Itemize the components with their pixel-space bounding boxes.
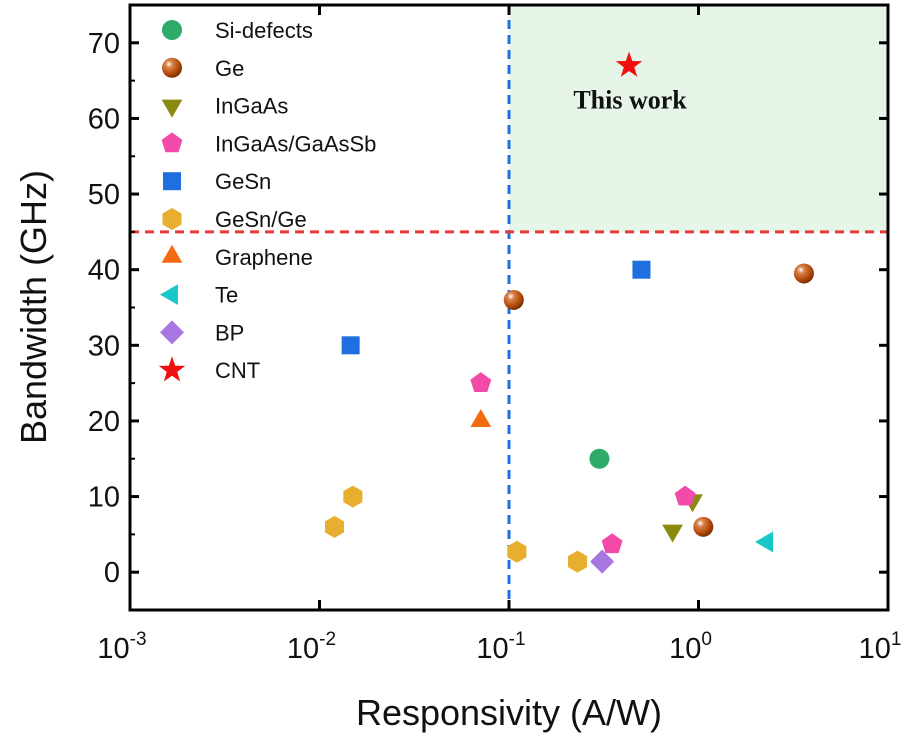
legend-item-gesn-ge: GeSn/Ge <box>162 207 307 232</box>
x-tick-exponent: 0 <box>701 629 712 650</box>
data-point-gesn-1 <box>632 260 651 279</box>
x-tick-base: 10 <box>859 633 891 665</box>
data-point-gesn-ge-1 <box>343 485 363 508</box>
x-tick-base: 10 <box>669 633 701 665</box>
data-point-ingaas-gaassb-1 <box>601 533 623 554</box>
data-point-gesn-ge-0 <box>324 515 345 538</box>
data-point-bp-0 <box>590 549 615 574</box>
data-point-ingaas-gaassb-0 <box>470 372 492 393</box>
x-tick-base: 10 <box>476 633 508 665</box>
data-point-gesn-ge-2 <box>507 540 527 563</box>
data-point-gesn-ge-3 <box>568 550 588 573</box>
legend-marker <box>162 57 182 78</box>
legend-marker <box>161 99 183 118</box>
legend-label: CNT <box>215 358 260 383</box>
y-tick-label: 0 <box>104 557 120 589</box>
x-tick-base: 10 <box>97 633 129 665</box>
legend-marker <box>158 356 186 382</box>
data-point-te-0 <box>755 531 774 553</box>
x-tick-exponent: 1 <box>891 629 902 650</box>
data-point-ingaas-0 <box>662 524 683 543</box>
data-point-graphene-0 <box>470 408 492 427</box>
legend-marker <box>161 132 183 153</box>
legend-item-cnt: CNT <box>158 356 260 383</box>
y-tick-label: 60 <box>88 103 120 135</box>
x-tick-label: 10-3 <box>97 629 146 665</box>
legend-item-ge: Ge <box>162 56 244 81</box>
x-tick-exponent: -2 <box>319 629 336 650</box>
legend-marker <box>162 20 182 40</box>
data-point-gesn-0 <box>341 336 360 355</box>
y-tick-label: 40 <box>88 255 120 287</box>
legend-label: Si-defects <box>215 18 313 43</box>
x-tick-label: 10-2 <box>287 629 336 665</box>
data-point-ge-2 <box>793 263 814 284</box>
data-point-cnt-0 <box>615 51 643 77</box>
y-tick-label: 30 <box>88 330 120 362</box>
legend-label: InGaAs <box>215 94 288 119</box>
data-point-ingaas-gaassb-2 <box>674 485 696 506</box>
x-tick-label: 10-1 <box>476 629 525 665</box>
y-axis-title: Bandwidth (GHz) <box>13 170 54 444</box>
legend-marker <box>163 172 181 191</box>
x-tick-label: 101 <box>859 629 902 665</box>
legend-item-ingaas: InGaAs <box>161 94 288 119</box>
data-point-ge-0 <box>503 289 524 310</box>
legend-label: Te <box>215 283 238 308</box>
x-axis-title: Responsivity (A/W) <box>356 692 662 733</box>
legend-item-graphene: Graphene <box>161 244 313 270</box>
annotation-this-work: This work <box>573 86 687 115</box>
y-tick-label: 20 <box>88 406 120 438</box>
legend-label: GeSn <box>215 169 271 194</box>
x-tick-base: 10 <box>287 633 319 665</box>
legend-item-ingaas-gaassb: InGaAs/GaAsSb <box>161 131 376 156</box>
legend-label: Graphene <box>215 245 313 270</box>
x-tick-exponent: -1 <box>509 629 526 650</box>
legend-label: GeSn/Ge <box>215 207 307 232</box>
legend-item-bp: BP <box>160 320 244 345</box>
y-tick-label: 70 <box>88 28 120 60</box>
legend-marker <box>161 244 183 263</box>
legend-item-gesn: GeSn <box>163 169 271 194</box>
legend-marker <box>162 208 182 230</box>
legend-label: BP <box>215 320 244 345</box>
x-tick-label: 100 <box>669 629 712 665</box>
y-tick-label: 10 <box>88 482 120 514</box>
legend-marker <box>160 284 178 305</box>
highlight-region <box>509 5 888 232</box>
legend-marker <box>160 320 184 345</box>
y-tick-label: 50 <box>88 179 120 211</box>
data-point-ge-1 <box>693 516 714 537</box>
x-tick-exponent: -3 <box>130 629 147 650</box>
legend-item-te: Te <box>160 283 238 308</box>
legend-item-si-defects: Si-defects <box>162 18 313 43</box>
legend-label: InGaAs/GaAsSb <box>215 131 376 156</box>
legend-label: Ge <box>215 56 244 81</box>
data-point-si-defects-0 <box>589 448 610 469</box>
